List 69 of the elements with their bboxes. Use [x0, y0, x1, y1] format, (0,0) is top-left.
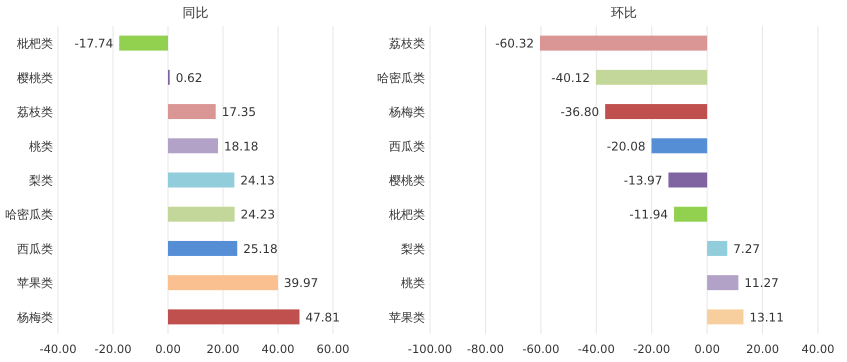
bar	[168, 206, 235, 222]
data-label: -11.94	[629, 208, 668, 222]
x-tick-label: 0.00	[155, 342, 181, 356]
bar	[651, 138, 708, 154]
y-tick-label: 荔枝类	[389, 36, 425, 51]
data-label: 13.11	[749, 310, 784, 324]
bar	[168, 240, 238, 256]
y-tick-label: 苹果类	[389, 310, 425, 324]
x-tick-label: -20.00	[94, 342, 132, 356]
data-label: 11.27	[744, 276, 779, 290]
x-tick-label: 20.00	[746, 342, 780, 356]
y-tick-label: 枇杷类	[388, 208, 425, 222]
y-tick-label: 杨梅类	[16, 310, 53, 324]
x-tick-label: -60.00	[522, 342, 560, 356]
data-label: -20.08	[606, 139, 646, 154]
data-label: -13.97	[624, 174, 662, 188]
bar	[707, 309, 744, 324]
bar	[168, 172, 234, 188]
y-tick-label: 哈密瓜类	[5, 208, 53, 222]
data-label: -36.80	[560, 105, 600, 120]
y-tick-label: 桃类	[401, 276, 425, 290]
x-tick-label: 40.00	[262, 342, 294, 356]
y-tick-label: 桃类	[29, 139, 53, 154]
bar	[605, 104, 708, 120]
bar	[668, 172, 708, 188]
bar	[119, 36, 168, 51]
bar	[674, 206, 708, 222]
data-label: -17.74	[74, 36, 114, 51]
x-tick-label: 20.00	[206, 342, 240, 356]
y-tick-label: 哈密瓜类	[377, 70, 425, 85]
data-label: 24.23	[240, 208, 275, 222]
bar	[707, 240, 728, 256]
y-tick-label: 梨类	[29, 174, 53, 188]
y-tick-label: 西瓜类	[17, 242, 53, 256]
bar	[540, 36, 708, 51]
y-tick-label: 枇杷类	[16, 36, 53, 51]
data-label: 39.97	[284, 276, 318, 290]
bar	[168, 309, 300, 324]
chart-title: 环比	[611, 6, 637, 21]
bar	[168, 138, 218, 154]
y-tick-label: 樱桃类	[389, 174, 425, 188]
x-tick-label: 0.00	[694, 342, 720, 356]
data-label: 17.35	[222, 105, 256, 120]
data-label: 25.18	[243, 242, 278, 256]
chart-title: 同比	[182, 6, 208, 21]
data-label: -60.32	[495, 36, 534, 51]
y-tick-label: 西瓜类	[389, 139, 425, 154]
x-tick-label: -80.00	[466, 342, 504, 356]
data-label: 18.18	[224, 139, 258, 154]
data-label: 7.27	[733, 242, 760, 256]
x-tick-label: -40.00	[578, 342, 615, 356]
y-tick-label: 荔枝类	[17, 105, 53, 120]
data-label: 47.81	[305, 310, 340, 324]
x-tick-label: -40.00	[39, 342, 77, 356]
y-tick-label: 杨梅类	[388, 105, 425, 120]
bar	[707, 275, 738, 290]
x-tick-label: 40.00	[802, 342, 834, 356]
data-label: 24.13	[240, 174, 275, 188]
data-label: -40.12	[551, 70, 590, 85]
y-tick-label: 梨类	[401, 242, 425, 256]
x-tick-label: 60.00	[316, 342, 350, 356]
y-tick-label: 苹果类	[17, 276, 53, 290]
x-tick-label: -100.00	[408, 342, 452, 356]
bar	[168, 104, 216, 120]
y-tick-label: 樱桃类	[17, 70, 53, 85]
bar	[596, 70, 708, 85]
bar	[168, 275, 278, 290]
x-tick-label: -20.00	[633, 342, 670, 356]
data-label: 0.62	[176, 70, 202, 85]
